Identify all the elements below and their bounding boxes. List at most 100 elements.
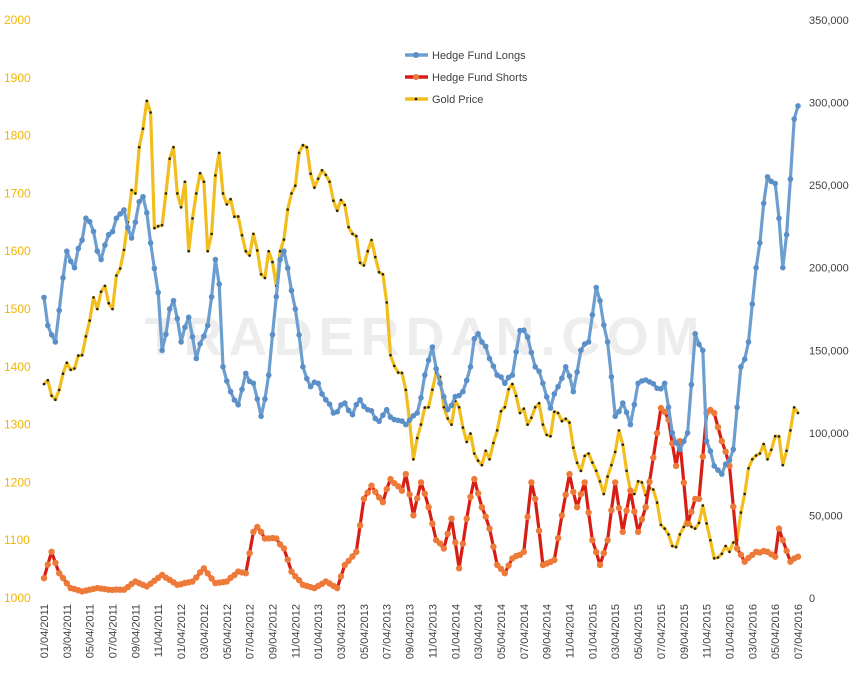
point-gold: [84, 335, 88, 338]
point-gold: [587, 452, 590, 455]
point-gold: [697, 521, 701, 525]
point-shorts: [593, 548, 600, 556]
point-longs: [403, 421, 409, 428]
point-gold: [389, 353, 392, 357]
point-gold: [564, 417, 567, 421]
point-shorts: [334, 584, 341, 592]
point-gold: [690, 525, 693, 529]
point-gold: [42, 382, 46, 386]
point-longs: [528, 349, 535, 356]
legend-item-longs[interactable]: Hedge Fund Longs: [405, 50, 526, 62]
point-gold: [267, 249, 271, 253]
point-gold: [553, 410, 556, 414]
point-gold: [610, 463, 613, 467]
point-gold: [488, 458, 491, 461]
point-longs: [437, 380, 443, 387]
point-shorts: [353, 548, 360, 555]
point-shorts: [615, 504, 623, 512]
x-tick-label: 09/04/2013: [405, 604, 417, 659]
x-tick-label: 01/04/2011: [39, 604, 51, 658]
point-longs: [323, 397, 329, 403]
point-gold: [130, 188, 133, 192]
legend-item-gold[interactable]: Gold Price: [405, 94, 483, 106]
point-gold: [377, 270, 381, 274]
point-longs: [787, 176, 794, 182]
point-gold: [693, 527, 697, 530]
point-shorts: [360, 495, 368, 503]
point-longs: [791, 116, 797, 122]
point-gold: [499, 409, 503, 413]
point-longs: [757, 240, 763, 246]
right-tick-label: 300,000: [809, 98, 849, 110]
point-longs: [696, 341, 702, 348]
point-shorts: [398, 487, 406, 494]
point-longs: [669, 430, 676, 436]
point-shorts: [196, 569, 204, 576]
point-longs: [258, 413, 264, 420]
point-shorts: [581, 479, 588, 486]
x-tick-label: 09/04/2011: [130, 604, 142, 658]
point-gold: [339, 198, 343, 202]
x-tick-label: 07/04/2013: [382, 604, 394, 659]
point-gold: [621, 443, 625, 447]
x-tick-label: 01/04/2012: [176, 604, 188, 659]
point-longs: [281, 248, 287, 254]
point-longs: [540, 380, 546, 387]
point-longs: [121, 207, 127, 213]
point-shorts: [467, 493, 474, 501]
point-longs: [319, 391, 325, 397]
point-longs: [486, 355, 493, 362]
point-gold: [575, 461, 579, 465]
point-gold: [423, 406, 427, 409]
point-shorts: [623, 507, 630, 514]
point-longs: [612, 413, 618, 420]
point-longs: [593, 284, 599, 291]
x-tick-label: 07/04/2011: [108, 604, 120, 658]
point-longs: [136, 198, 142, 205]
point-gold: [743, 492, 746, 496]
point-gold: [92, 296, 95, 299]
point-longs: [502, 380, 508, 387]
point-gold: [709, 538, 712, 542]
point-gold: [393, 364, 396, 368]
point-gold: [370, 238, 373, 242]
point-shorts: [364, 489, 371, 496]
legend-item-shorts[interactable]: Hedge Fund Shorts: [405, 72, 528, 84]
point-gold: [328, 180, 331, 184]
point-shorts: [695, 495, 703, 503]
point-gold: [202, 180, 206, 184]
point-longs: [197, 341, 203, 347]
point-gold: [115, 274, 118, 277]
point-gold: [412, 458, 415, 461]
point-longs: [681, 438, 687, 445]
point-shorts: [410, 512, 417, 519]
left-tick-label: 1300: [4, 418, 31, 432]
point-gold: [728, 550, 731, 554]
point-longs: [48, 332, 55, 338]
point-longs: [361, 403, 367, 410]
point-shorts: [589, 537, 596, 544]
x-tick-label: 11/04/2013: [427, 604, 439, 658]
point-longs: [715, 467, 721, 473]
point-shorts: [474, 490, 482, 497]
point-gold: [347, 225, 350, 229]
point-gold: [732, 541, 735, 544]
point-gold: [613, 450, 617, 454]
point-gold: [465, 440, 469, 444]
point-gold: [724, 544, 727, 548]
point-shorts: [772, 553, 779, 560]
point-gold: [351, 232, 354, 236]
point-gold: [141, 127, 145, 130]
left-tick-label: 1100: [4, 533, 30, 547]
point-longs: [692, 331, 698, 337]
point-longs: [479, 339, 485, 345]
point-shorts: [711, 409, 718, 417]
point-shorts: [375, 494, 383, 501]
x-tick-label: 05/04/2011: [85, 604, 97, 658]
point-gold: [747, 467, 750, 470]
point-gold: [457, 406, 461, 409]
x-tick-label: 11/04/2015: [702, 604, 714, 658]
point-gold: [271, 260, 274, 264]
point-shorts: [356, 522, 364, 529]
